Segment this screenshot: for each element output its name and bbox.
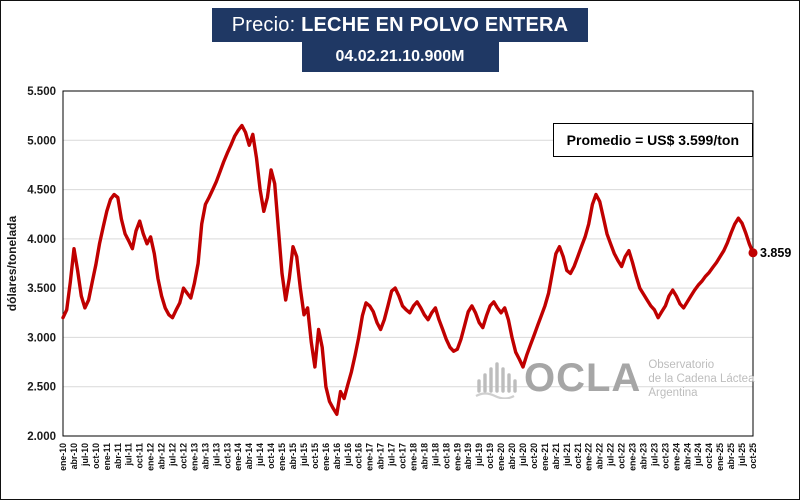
- x-tick-label: ene-18: [408, 443, 418, 471]
- x-tick-label: abr-13: [200, 443, 210, 470]
- x-tick-label: oct-11: [135, 443, 145, 469]
- ocla-description: Observatorio de la Cadena Láctea Argenti…: [648, 355, 754, 400]
- x-tick-label: ene-14: [233, 443, 243, 471]
- x-tick-label: oct-16: [354, 443, 364, 469]
- x-tick-label: oct-24: [704, 443, 714, 469]
- x-tick-label: abr-11: [113, 443, 123, 469]
- plot-border: [62, 90, 754, 437]
- x-tick-label: jul-14: [255, 443, 265, 467]
- x-tick-label: ene-19: [452, 443, 462, 471]
- x-tick-label: abr-23: [638, 443, 648, 470]
- ocla-description-line: Argentina: [648, 386, 698, 399]
- y-axis-title: dólares/tonelada: [5, 216, 19, 312]
- x-tick-label: oct-10: [91, 443, 101, 469]
- chart-subtitle: 04.02.21.10.900M: [301, 42, 499, 73]
- x-tick-label: abr-14: [244, 443, 254, 470]
- x-tick-label: jul-17: [387, 443, 397, 467]
- last-point-marker: [748, 248, 758, 258]
- x-tick-label: abr-25: [726, 443, 736, 470]
- x-tick-label: abr-12: [157, 443, 167, 470]
- x-tick-label: ene-20: [496, 443, 506, 471]
- x-tick-label: ene-13: [189, 443, 199, 471]
- x-tick-label: oct-15: [310, 443, 320, 469]
- x-tick-label: ene-24: [671, 443, 681, 471]
- x-tick-label: abr-18: [419, 443, 429, 470]
- chart-title: LECHE EN POLVO ENTERA: [301, 14, 569, 36]
- x-tick-label: oct-21: [573, 443, 583, 469]
- price-line-chart: 2.000 2.500 3.000 3.500 4.000 4.500 5.000 5.500…: [5, 86, 791, 471]
- y-tick-label: 5.000: [27, 135, 56, 147]
- x-tick-label: abr-15: [288, 443, 298, 470]
- x-tick-label: oct-14: [266, 443, 276, 469]
- last-value-label: 3.859: [760, 246, 791, 260]
- x-tick-label: jul-18: [430, 443, 440, 467]
- x-tick-label: abr-22: [595, 443, 605, 470]
- x-tick-label: jul-25: [737, 443, 747, 467]
- ocla-logo-icon: [475, 361, 517, 399]
- x-tick-label: ene-22: [584, 443, 594, 471]
- x-tick-label: jul-19: [474, 443, 484, 467]
- average-annotation: Promedio = US$ 3.599/ton: [552, 123, 753, 157]
- y-tick-label: 2.000: [27, 431, 56, 443]
- x-tick-label: jul-15: [299, 443, 309, 467]
- x-tick-label: oct-23: [660, 443, 670, 469]
- x-tick-label: ene-15: [277, 443, 287, 471]
- x-tick-label: oct-12: [178, 443, 188, 469]
- x-tick-label: ene-25: [715, 443, 725, 471]
- x-tick-label: abr-19: [463, 443, 473, 470]
- x-tick-label: jul-22: [606, 443, 616, 467]
- y-tick-label: 5.500: [27, 86, 56, 98]
- x-tick-label: jul-16: [343, 443, 353, 467]
- x-tick-label: oct-22: [617, 443, 627, 469]
- x-tick-label: oct-17: [398, 443, 408, 469]
- ocla-watermark: OCLA Observatorio de la Cadena Láctea Ar…: [473, 355, 754, 400]
- chart-header: Precio: LECHE EN POLVO ENTERA 04.02.21.1…: [1, 8, 799, 73]
- x-tick-label: oct-25: [748, 443, 758, 469]
- x-tick-label: abr-17: [376, 443, 386, 470]
- y-tick-label: 4.500: [27, 185, 56, 197]
- x-tick-label: ene-21: [540, 443, 550, 471]
- x-tick-label: jul-20: [518, 443, 528, 467]
- x-tick-label: jul-11: [124, 443, 134, 467]
- ocla-description-line: Observatorio: [648, 359, 715, 371]
- y-tick-label: 3.500: [27, 283, 56, 295]
- x-tick-label: ene-16: [321, 443, 331, 471]
- x-tick-label: ene-17: [365, 443, 375, 471]
- y-tick-label: 4.000: [27, 234, 56, 246]
- x-tick-label: ene-12: [146, 443, 156, 471]
- ocla-brand-text: OCLA: [524, 355, 642, 400]
- x-tick-label: abr-24: [682, 443, 692, 470]
- x-tick-label: abr-21: [551, 443, 561, 470]
- x-tick-label: jul-24: [693, 443, 703, 467]
- x-tick-label: oct-20: [529, 443, 539, 469]
- price-line: [61, 123, 755, 416]
- y-tick-label: 3.000: [27, 332, 56, 344]
- x-tick-label: oct-19: [485, 443, 495, 469]
- x-tick-label: abr-20: [507, 443, 517, 470]
- x-tick-label: jul-21: [562, 443, 572, 467]
- x-tick-label: ene-10: [58, 443, 68, 471]
- chart-area: 2.000 2.500 3.000 3.500 4.000 4.500 5.000 5.500…: [1, 79, 799, 499]
- x-tick-label: oct-18: [441, 443, 451, 469]
- y-tick-label: 2.500: [27, 382, 56, 394]
- chart-title-box: Precio: LECHE EN POLVO ENTERA: [211, 8, 589, 42]
- ocla-description-line: de la Cadena Láctea: [648, 372, 755, 385]
- x-tick-label: jul-10: [80, 443, 90, 467]
- x-tick-label: jul-13: [211, 443, 221, 467]
- x-tick-label: ene-11: [102, 443, 112, 470]
- x-tick-label: abr-16: [332, 443, 342, 470]
- x-tick-label: ene-23: [628, 443, 638, 471]
- chart-title-prefix: Precio:: [231, 14, 302, 36]
- x-tick-label: oct-13: [222, 443, 232, 469]
- x-tick-label: jul-12: [168, 443, 178, 467]
- x-tick-label: abr-10: [69, 443, 79, 470]
- x-tick-label: jul-23: [649, 443, 659, 467]
